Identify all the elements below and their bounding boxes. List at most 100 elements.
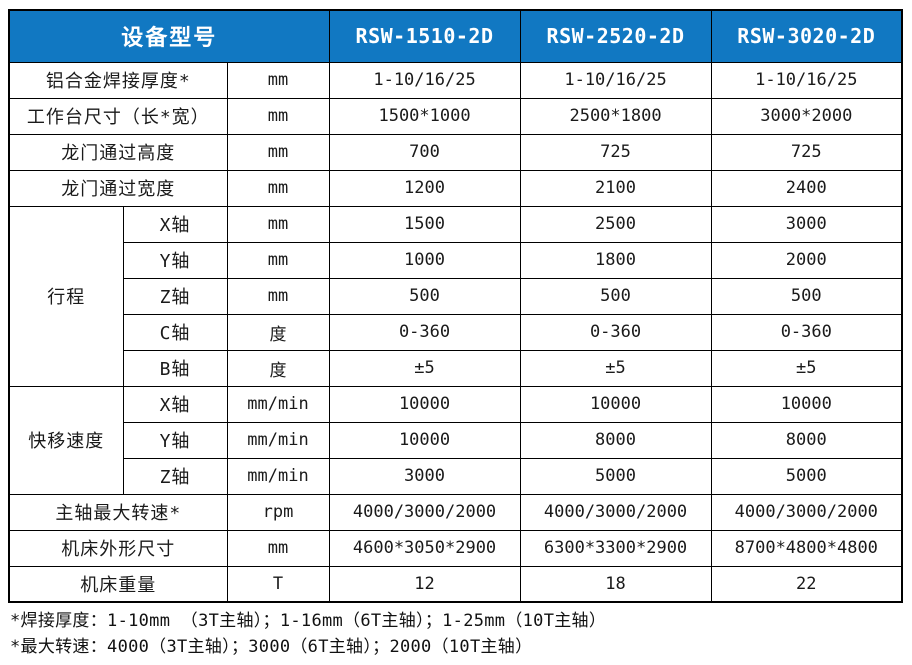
- value-cell: 1500: [328, 205, 521, 243]
- table-row-gantry-width: 龙门通过宽度 mm 1200 2100 2400: [8, 169, 903, 207]
- machine-spec-table: 设备型号 RSW-1510-2D RSW-2520-2D RSW-3020-2D…: [8, 9, 904, 603]
- table-row-travel-z: Z轴 mm 500 500 500: [9, 277, 903, 315]
- header-device-model: 设备型号: [8, 9, 330, 63]
- row-label: 铝合金焊接厚度*: [8, 61, 228, 99]
- table-row-rapid-z: Z轴 mm/min 3000 5000 5000: [9, 457, 903, 495]
- value-cell: 8700*4800*4800: [710, 529, 903, 567]
- unit-cell: mm: [226, 169, 330, 207]
- value-cell: 3000*2000: [710, 97, 903, 135]
- group-label-travel: 行程: [8, 205, 124, 387]
- table-row-weld-thickness: 铝合金焊接厚度* mm 1-10/16/25 1-10/16/25 1-10/1…: [8, 61, 903, 99]
- value-cell: 12: [328, 565, 521, 603]
- table-row-machine-dimensions: 机床外形尺寸 mm 4600*3050*2900 6300*3300*2900 …: [8, 529, 903, 567]
- unit-cell: T: [226, 565, 330, 603]
- value-cell: ±5: [519, 349, 712, 387]
- axis-label: Y轴: [122, 241, 228, 279]
- header-model-rsw-1510-2d: RSW-1510-2D: [328, 9, 521, 63]
- value-cell: 10000: [519, 385, 712, 423]
- value-cell: 18: [519, 565, 712, 603]
- table-row-machine-weight: 机床重量 T 12 18 22: [8, 565, 903, 603]
- value-cell: 1-10/16/25: [710, 61, 903, 99]
- table-row-rapid-y: Y轴 mm/min 10000 8000 8000: [9, 421, 903, 459]
- table-row-travel-b: B轴 度 ±5 ±5 ±5: [9, 349, 903, 387]
- value-cell: 2000: [710, 241, 903, 279]
- unit-cell: mm: [226, 529, 330, 567]
- unit-cell: mm: [226, 133, 330, 171]
- value-cell: 2500*1800: [519, 97, 712, 135]
- axis-label: Z轴: [122, 277, 228, 315]
- value-cell: 10000: [328, 421, 521, 459]
- value-cell: 10000: [328, 385, 521, 423]
- header-model-rsw-3020-2d: RSW-3020-2D: [710, 9, 903, 63]
- value-cell: 2100: [519, 169, 712, 207]
- table-row-travel-c: C轴 度 0-360 0-360 0-360: [9, 313, 903, 351]
- value-cell: 4000/3000/2000: [519, 493, 712, 531]
- axis-label: Z轴: [122, 457, 228, 495]
- value-cell: 2400: [710, 169, 903, 207]
- table-row-travel-x: 行程 X轴 mm 1500 2500 3000: [8, 205, 903, 387]
- value-cell: 500: [519, 277, 712, 315]
- row-label: 主轴最大转速*: [8, 493, 228, 531]
- value-cell: 1-10/16/25: [328, 61, 521, 99]
- value-cell: 0-360: [328, 313, 521, 351]
- axis-label: X轴: [122, 385, 228, 423]
- footnotes: *焊接厚度：1-10mm （3T主轴）；1-16mm（6T主轴）；1-25mm（…: [10, 608, 606, 660]
- unit-cell: mm/min: [226, 385, 330, 423]
- unit-cell: mm/min: [226, 457, 330, 495]
- row-label: 龙门通过宽度: [8, 169, 228, 207]
- value-cell: 725: [710, 133, 903, 171]
- group-label-rapid-speed: 快移速度: [8, 385, 124, 495]
- value-cell: 8000: [710, 421, 903, 459]
- axis-label: B轴: [122, 349, 228, 387]
- value-cell: 500: [710, 277, 903, 315]
- footnote-weld-thickness: *焊接厚度：1-10mm （3T主轴）；1-16mm（6T主轴）；1-25mm（…: [10, 611, 607, 631]
- value-cell: 4000/3000/2000: [328, 493, 521, 531]
- table-row-rapid-x: 快移速度 X轴 mm/min 10000 10000 10000: [8, 385, 903, 495]
- value-cell: 4000/3000/2000: [710, 493, 903, 531]
- table-row-max-spindle-speed: 主轴最大转速* rpm 4000/3000/2000 4000/3000/200…: [8, 493, 903, 531]
- row-label: 机床重量: [8, 565, 228, 603]
- value-cell: 3000: [710, 205, 903, 243]
- unit-cell: mm: [226, 97, 330, 135]
- unit-cell: mm: [226, 241, 330, 279]
- value-cell: 10000: [710, 385, 903, 423]
- value-cell: 0-360: [519, 313, 712, 351]
- value-cell: 1500*1000: [328, 97, 521, 135]
- value-cell: 500: [328, 277, 521, 315]
- value-cell: 5000: [710, 457, 903, 495]
- axis-label: Y轴: [122, 421, 228, 459]
- table-header-row: 设备型号 RSW-1510-2D RSW-2520-2D RSW-3020-2D: [8, 9, 903, 63]
- value-cell: 6300*3300*2900: [519, 529, 712, 567]
- table-row-worktable-size: 工作台尺寸（长*宽） mm 1500*1000 2500*1800 3000*2…: [8, 97, 903, 135]
- table-row-gantry-height: 龙门通过高度 mm 700 725 725: [8, 133, 903, 171]
- unit-cell: rpm: [226, 493, 330, 531]
- row-label: 龙门通过高度: [8, 133, 228, 171]
- unit-cell: mm: [226, 205, 330, 243]
- unit-cell: mm/min: [226, 421, 330, 459]
- unit-cell: 度: [226, 313, 330, 351]
- unit-cell: 度: [226, 349, 330, 387]
- value-cell: 22: [710, 565, 903, 603]
- axis-label: C轴: [122, 313, 228, 351]
- header-model-rsw-2520-2d: RSW-2520-2D: [519, 9, 712, 63]
- value-cell: 1000: [328, 241, 521, 279]
- unit-cell: mm: [226, 277, 330, 315]
- row-label: 机床外形尺寸: [8, 529, 228, 567]
- value-cell: 1-10/16/25: [519, 61, 712, 99]
- value-cell: 0-360: [710, 313, 903, 351]
- value-cell: 725: [519, 133, 712, 171]
- value-cell: 700: [328, 133, 521, 171]
- value-cell: 8000: [519, 421, 712, 459]
- value-cell: ±5: [328, 349, 521, 387]
- row-label: 工作台尺寸（长*宽）: [8, 97, 228, 135]
- value-cell: 1200: [328, 169, 521, 207]
- value-cell: 2500: [519, 205, 712, 243]
- value-cell: ±5: [710, 349, 903, 387]
- value-cell: 5000: [519, 457, 712, 495]
- value-cell: 4600*3050*2900: [328, 529, 521, 567]
- value-cell: 3000: [328, 457, 521, 495]
- unit-cell: mm: [226, 61, 330, 99]
- footnote-max-speed: *最大转速：4000（3T主轴）；3000（6T主轴）；2000（10T主轴）: [10, 637, 533, 657]
- axis-label: X轴: [122, 205, 228, 243]
